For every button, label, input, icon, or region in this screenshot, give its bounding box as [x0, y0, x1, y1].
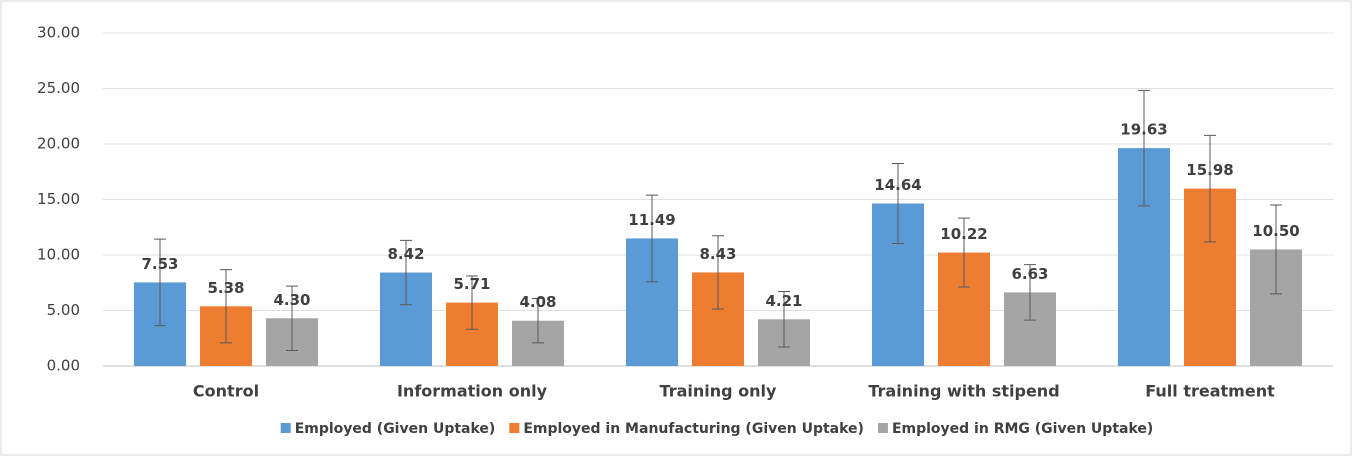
data-label: 4.08	[519, 293, 556, 311]
error-bar	[1204, 134, 1216, 243]
y-tick-label: 5.00	[47, 301, 80, 319]
error-bar	[646, 194, 658, 283]
legend-swatch	[509, 423, 520, 433]
data-label: 10.22	[940, 225, 987, 243]
error-bar	[958, 217, 970, 288]
error-bar	[286, 285, 298, 351]
y-tick-label: 30.00	[37, 24, 80, 42]
legend-swatch	[877, 423, 888, 433]
x-tick-label: Training with stipend	[868, 382, 1059, 401]
y-tick-label: 25.00	[37, 79, 80, 97]
legend-swatch	[280, 423, 291, 433]
legend-label: Employed (Given Uptake)	[295, 421, 496, 437]
y-tick-label: 10.00	[37, 246, 80, 264]
legend-label: Employed in RMG (Given Uptake)	[892, 421, 1153, 437]
error-bar	[220, 269, 232, 344]
error-bar	[1270, 204, 1282, 295]
data-label: 5.71	[453, 275, 490, 293]
data-label: 8.42	[387, 245, 424, 263]
error-bar	[712, 235, 724, 310]
error-bar	[466, 275, 478, 330]
error-bar	[778, 291, 790, 348]
y-tick-label: 0.00	[47, 357, 80, 375]
y-tick-label: 15.00	[37, 190, 80, 208]
y-tick-label: 20.00	[37, 135, 80, 153]
x-tick-label: Information only	[397, 382, 548, 401]
data-label: 19.63	[1120, 121, 1167, 139]
data-label: 14.64	[874, 176, 921, 194]
data-label: 15.98	[1186, 161, 1233, 179]
error-bar	[400, 239, 412, 306]
error-bar	[892, 163, 904, 244]
data-label: 5.38	[207, 279, 244, 297]
error-bar	[1138, 89, 1150, 207]
data-label: 8.43	[699, 245, 736, 263]
x-tick-label: Full treatment	[1145, 382, 1275, 401]
data-label: 7.53	[141, 255, 178, 273]
error-bar	[532, 298, 544, 344]
data-label: 11.49	[628, 211, 675, 229]
x-tick-label: Training only	[660, 382, 777, 401]
data-label: 10.50	[1252, 222, 1299, 240]
data-label: 4.21	[765, 292, 802, 310]
error-bar	[1024, 264, 1036, 321]
legend-label: Employed in Manufacturing (Given Uptake)	[523, 421, 864, 437]
data-label: 6.63	[1011, 265, 1048, 283]
x-tick-label: Control	[193, 382, 259, 401]
error-bar	[154, 238, 166, 327]
data-label: 4.30	[273, 291, 310, 309]
